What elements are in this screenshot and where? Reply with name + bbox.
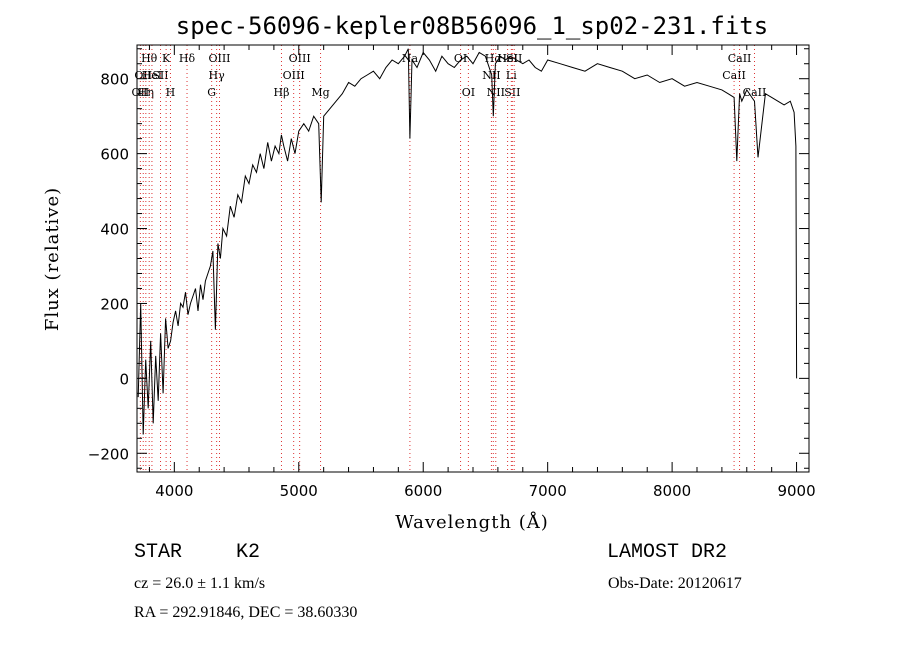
y-tick-label-1: 0: [119, 370, 129, 388]
object-class: STAR: [134, 541, 183, 564]
line-marker-label-2: Hη: [138, 86, 154, 99]
line-marker-label-8: Hδ: [179, 52, 196, 65]
line-marker-label-12: Hβ: [274, 86, 290, 99]
line-marker-label-6: K: [162, 52, 171, 65]
y-tick-label-4: 600: [100, 146, 129, 164]
spectral-line-markers: OIIOIIHηHθHeISIIKHHδGHγOIIIHβOIIIOIIIMgN…: [132, 45, 767, 472]
sky-coordinates: RA = 292.91846, DEC = 38.60330: [134, 604, 358, 621]
line-marker-label-9: G: [207, 86, 216, 99]
spectrum-line: [137, 48, 798, 435]
line-marker-label-13: OIII: [283, 69, 305, 82]
x-tick-label-4: 8000: [653, 482, 691, 500]
line-marker-label-27: CaII: [728, 52, 752, 65]
line-marker-label-0: OII: [132, 86, 150, 99]
line-marker-label-14: OIII: [289, 52, 311, 65]
y-tick-label-5: 800: [100, 71, 129, 89]
line-marker-label-16: Na: [402, 52, 419, 65]
line-marker-label-18: OI: [462, 86, 475, 99]
line-marker-label-28: CaII: [743, 86, 767, 99]
x-tick-label-5: 9000: [777, 482, 815, 500]
x-axis-label: Wavelength (Å): [395, 511, 549, 533]
x-axis: 4000 5000 6000 7000 8000 9000: [148, 45, 816, 500]
survey-name: LAMOST DR2: [607, 541, 728, 564]
plot-frame: [136, 44, 810, 473]
line-marker-label-11: OIII: [208, 52, 230, 65]
y-tick-label-3: 400: [100, 221, 129, 239]
line-marker-label-24: SII: [504, 86, 520, 99]
x-tick-label-1: 5000: [280, 482, 318, 500]
y-axis-label: Flux (relative): [42, 187, 63, 331]
redshift-velocity: cz = 26.0 ± 1.1 km/s: [134, 575, 266, 592]
line-marker-label-20: Hα: [485, 52, 503, 65]
line-marker-label-21: NII: [487, 86, 505, 99]
line-marker-label-7: H: [166, 86, 176, 99]
line-marker-label-3: Hθ: [141, 52, 158, 65]
y-tick-label-2: 200: [100, 295, 129, 313]
line-marker-label-23: Li: [506, 69, 517, 82]
chart-title: spec-56096-kepler08B56096_1_sp02-231.fit…: [176, 12, 768, 40]
y-axis: −200 0 200 400 600 800: [88, 48, 809, 469]
observation-date: Obs-Date: 20120617: [608, 575, 742, 592]
line-marker-label-26: CaII: [722, 69, 746, 82]
line-marker-label-10: Hγ: [209, 69, 226, 82]
x-tick-label-2: 6000: [404, 482, 442, 500]
x-tick-label-0: 4000: [155, 482, 193, 500]
y-tick-label-0: −200: [88, 445, 129, 463]
line-marker-label-5: SII: [152, 69, 168, 82]
x-tick-label-3: 7000: [529, 482, 567, 500]
object-subclass: K2: [236, 541, 261, 564]
line-marker-label-15: Mg: [311, 86, 329, 99]
line-marker-label-17: OI: [454, 52, 467, 65]
